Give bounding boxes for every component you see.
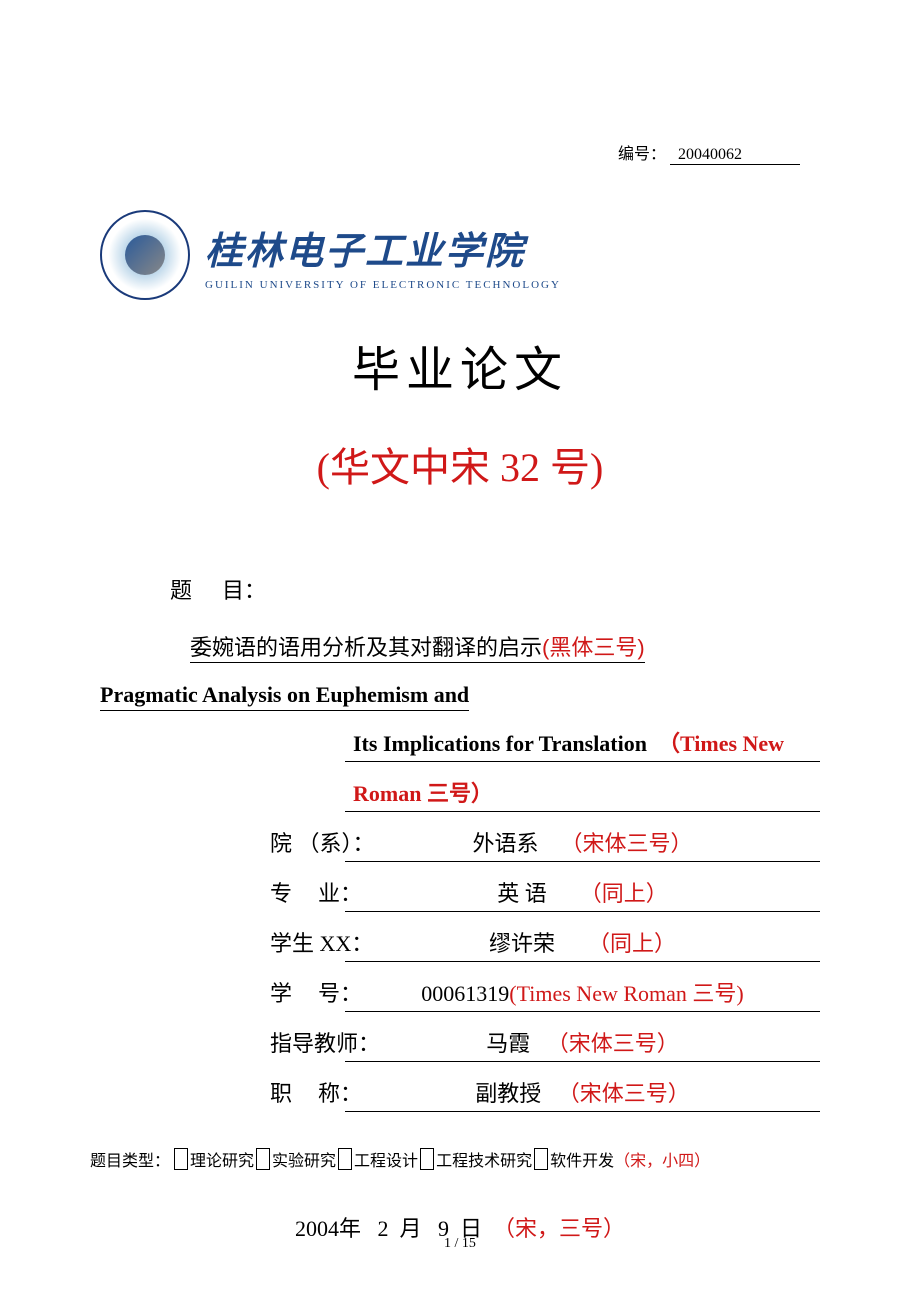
title-label: 职称： [170, 1076, 345, 1108]
name-note: （同上） [588, 931, 676, 956]
name-text: 缪许荣 [489, 931, 555, 956]
en-note2-row: Roman 三号） [170, 776, 820, 812]
department-row: 院 （系）： 外语系 （宋体三号） [170, 826, 820, 862]
teacher-value: 马霞 （宋体三号） [345, 1026, 820, 1062]
department-note: （宋体三号） [561, 831, 693, 856]
topic-cn-text: 委婉语的语用分析及其对翻译的启示 [190, 635, 542, 663]
type-label: 题目类型： [90, 1147, 170, 1171]
university-name-en: GUILIN UNIVERSITY OF ELECTRONIC TECHNOLO… [205, 279, 561, 291]
type-opt5: 软件开发 [550, 1147, 614, 1171]
info-table: Its Implications for Translation （Times … [170, 726, 820, 1112]
university-name-block: 桂林电子工业学院 GUILIN UNIVERSITY OF ELECTRONIC… [205, 220, 561, 291]
serial-value: 20040062 [670, 146, 800, 165]
major-row: 专业： 英 语 （同上） [170, 876, 820, 912]
type-note: （宋，小四） [614, 1147, 710, 1171]
topic-en-note-2: Roman 三号） [353, 781, 493, 806]
name-row: 学生 XX： 缪许荣 （同上） [170, 926, 820, 962]
major-label: 专业： [170, 876, 345, 908]
topic-cn-line: 委婉语的语用分析及其对翻译的启示(黑体三号) [170, 630, 820, 662]
teacher-label: 指导教师： [170, 1026, 345, 1058]
title-note: （宋体三号） [558, 1081, 690, 1106]
department-value: 外语系 （宋体三号） [345, 826, 820, 862]
id-row: 学号： 00061319(Times New Roman 三号) [170, 976, 820, 1012]
university-emblem [100, 210, 190, 300]
type-opt4: 工程技术研究 [436, 1147, 532, 1171]
department-label: 院 （系）： [170, 826, 345, 858]
checkbox-5[interactable] [534, 1148, 548, 1170]
name-label: 学生 XX： [170, 926, 345, 958]
department-text: 外语系 [472, 831, 538, 856]
checkbox-3[interactable] [338, 1148, 352, 1170]
checkbox-4[interactable] [420, 1148, 434, 1170]
topic-type-row: 题目类型： 理论研究 实验研究 工程设计 工程技术研究 软件开发 （宋，小四） [90, 1147, 820, 1171]
page-number: 1 / 15 [0, 1236, 920, 1252]
id-note: (Times New Roman 三号) [509, 981, 743, 1006]
id-value: 00061319(Times New Roman 三号) [345, 976, 820, 1012]
checkbox-1[interactable] [174, 1148, 188, 1170]
title-value: 副教授 （宋体三号） [345, 1076, 820, 1112]
id-text: 00061319 [421, 981, 509, 1006]
serial-label: 编号： [618, 146, 666, 163]
topic-section: 题目： 委婉语的语用分析及其对翻译的启示(黑体三号) Pragmatic Ana… [100, 573, 820, 1112]
type-opt1: 理论研究 [190, 1147, 254, 1171]
topic-en-line2: Its Implications for Translation [353, 731, 647, 756]
topic-en-note-1: （Times New [658, 731, 784, 756]
topic-label-char1: 题 [170, 578, 222, 603]
main-title: 毕业论文 [100, 330, 820, 400]
topic-cn-note: (黑体三号) [542, 635, 645, 663]
name-value: 缪许荣 （同上） [345, 926, 820, 962]
teacher-row: 指导教师： 马霞 （宋体三号） [170, 1026, 820, 1062]
title-row: 职称： 副教授 （宋体三号） [170, 1076, 820, 1112]
type-opt2: 实验研究 [272, 1147, 336, 1171]
checkbox-2[interactable] [256, 1148, 270, 1170]
title-text: 副教授 [475, 1081, 541, 1106]
major-text: 英 语 [497, 881, 547, 906]
topic-label: 题目： [170, 573, 820, 605]
major-value: 英 语 （同上） [345, 876, 820, 912]
en-line2-value: Its Implications for Translation （Times … [345, 726, 820, 762]
en-note2-value: Roman 三号） [345, 776, 820, 812]
topic-en-line1: Pragmatic Analysis on Euphemism and [100, 682, 469, 711]
teacher-text: 马霞 [486, 1031, 530, 1056]
en-line2-row: Its Implications for Translation （Times … [170, 726, 820, 762]
serial-number: 编号： 20040062 [618, 140, 800, 165]
type-opt3: 工程设计 [354, 1147, 418, 1171]
sub-title-note: (华文中宋 32 号) [100, 435, 820, 493]
major-note: （同上） [580, 881, 668, 906]
teacher-note: （宋体三号） [547, 1031, 679, 1056]
logo-area: 桂林电子工业学院 GUILIN UNIVERSITY OF ELECTRONIC… [100, 210, 820, 300]
id-label: 学号： [170, 976, 345, 1008]
university-name-cn: 桂林电子工业学院 [205, 220, 561, 275]
topic-label-char2: 目： [222, 578, 266, 603]
